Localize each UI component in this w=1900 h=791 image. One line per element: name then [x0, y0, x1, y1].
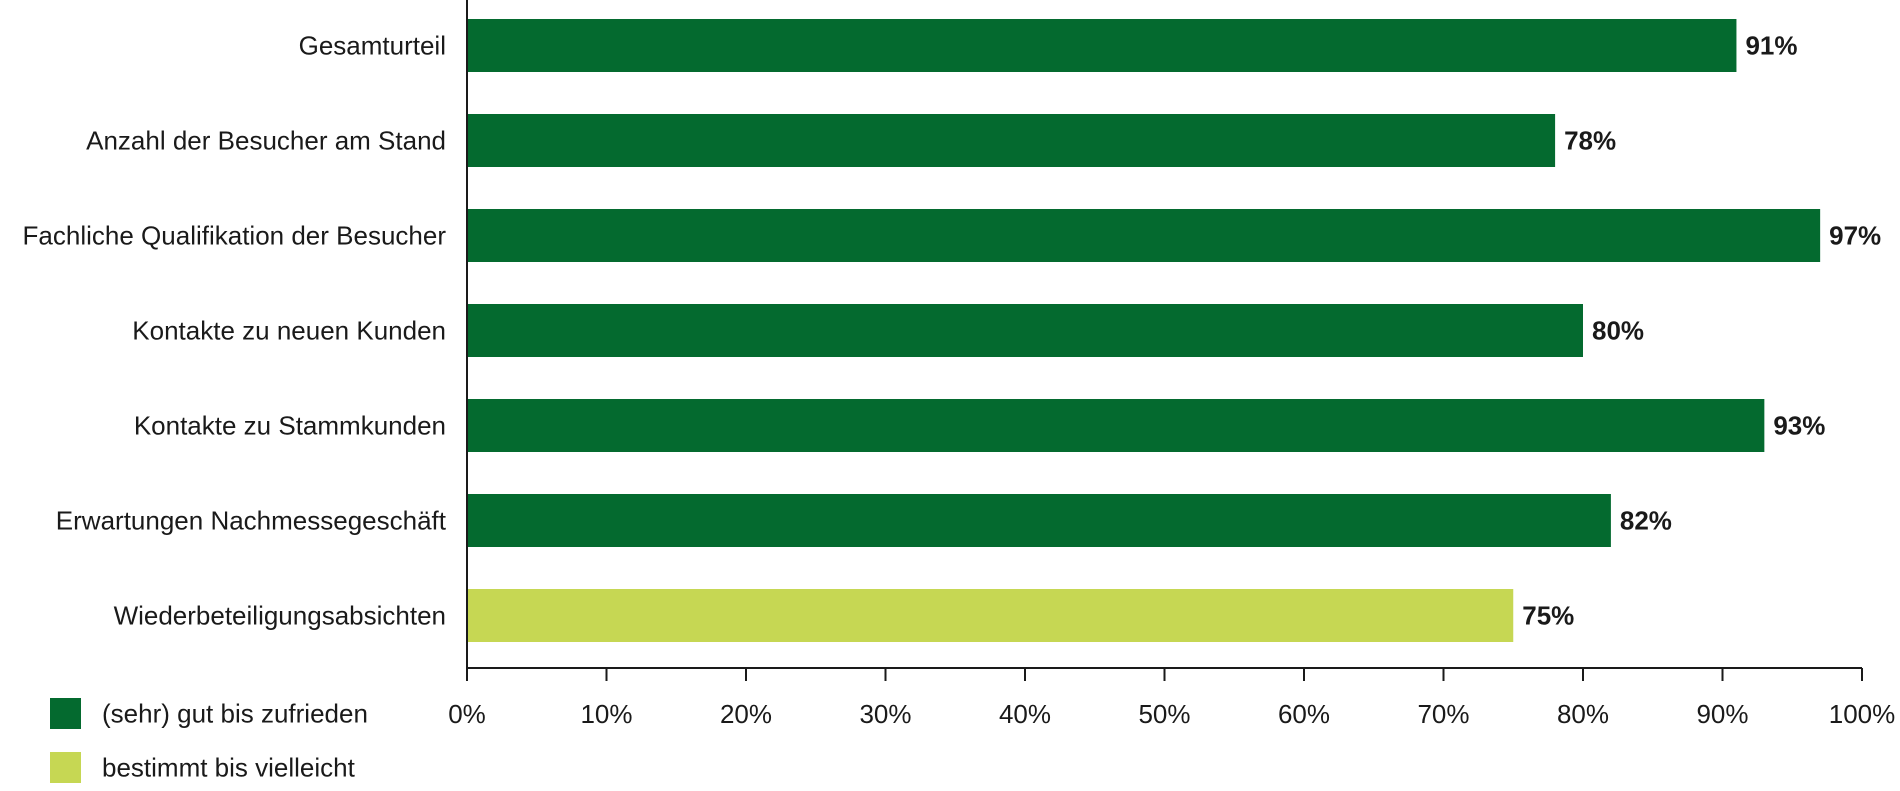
- value-label: 91%: [1745, 31, 1797, 61]
- x-tick-label: 70%: [1417, 699, 1469, 729]
- category-label: Gesamturteil: [299, 31, 446, 61]
- value-label: 75%: [1522, 601, 1574, 631]
- x-tick-label: 10%: [580, 699, 632, 729]
- value-label: 80%: [1592, 316, 1644, 346]
- category-label: Kontakte zu Stammkunden: [134, 411, 446, 441]
- legend: (sehr) gut bis zufrieden bestimmt bis vie…: [50, 698, 368, 783]
- value-label: 78%: [1564, 126, 1616, 156]
- value-label: 93%: [1773, 411, 1825, 441]
- legend-label: bestimmt bis vielleicht: [102, 753, 356, 783]
- bar-4: [467, 304, 1583, 357]
- x-axis: 0% 10% 20% 30% 40% 50% 60% 70% 80% 90% 100%: [448, 0, 1895, 729]
- category-label: Anzahl der Besucher am Stand: [86, 126, 446, 156]
- x-tick-label: 80%: [1557, 699, 1609, 729]
- x-tick-label: 90%: [1696, 699, 1748, 729]
- category-label: Erwartungen Nachmessegeschäft: [56, 506, 447, 536]
- x-tick-label: 50%: [1138, 699, 1190, 729]
- category-label: Wiederbeteiligungsabsichten: [114, 601, 446, 631]
- legend-swatch: [50, 698, 81, 729]
- value-labels: 91% 78% 97% 80% 93% 82% 75%: [1522, 31, 1881, 631]
- value-label: 97%: [1829, 221, 1881, 251]
- bar-3: [467, 209, 1821, 262]
- category-labels: Gesamturteil Anzahl der Besucher am Stand…: [23, 31, 447, 631]
- bar-2: [467, 114, 1556, 167]
- legend-label: (sehr) gut bis zufrieden: [102, 699, 368, 729]
- bar-7: [467, 589, 1514, 642]
- value-label: 82%: [1620, 506, 1672, 536]
- x-tick-label: 0%: [448, 699, 486, 729]
- bar-1: [467, 19, 1737, 72]
- bar-5: [467, 399, 1765, 452]
- x-tick-label: 60%: [1278, 699, 1330, 729]
- legend-swatch: [50, 752, 81, 783]
- x-tick-label: 100%: [1829, 699, 1896, 729]
- x-tick-label: 40%: [999, 699, 1051, 729]
- x-tick-label: 30%: [859, 699, 911, 729]
- category-label: Kontakte zu neuen Kunden: [132, 316, 446, 346]
- x-tick-label: 20%: [720, 699, 772, 729]
- category-label: Fachliche Qualifikation der Besucher: [23, 221, 447, 251]
- bars-layer: [467, 19, 1821, 642]
- bar-6: [467, 494, 1611, 547]
